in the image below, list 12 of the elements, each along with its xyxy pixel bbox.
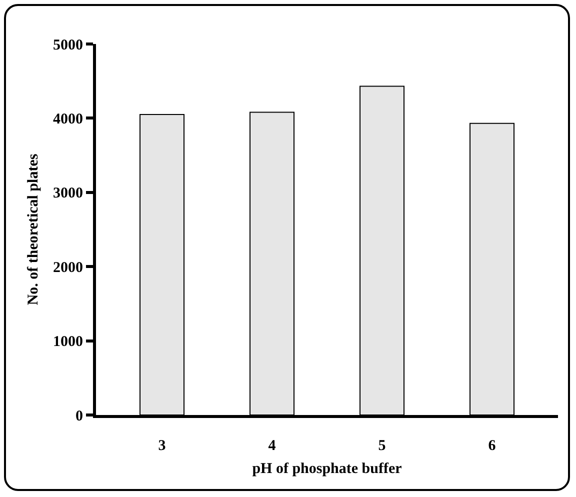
- y-tick-label: 0: [76, 408, 83, 424]
- x-tick-label: 3: [158, 438, 166, 454]
- x-tick-label: 6: [488, 438, 496, 454]
- y-tick-label: 5000: [53, 37, 83, 54]
- x-axis-title: pH of phosphate buffer: [252, 461, 402, 477]
- y-tick-label: 4000: [53, 111, 83, 128]
- y-tick-label: 3000: [53, 186, 83, 202]
- y-axis-title: No. of theoretical plates: [25, 154, 42, 306]
- y-tick-label: 2000: [53, 260, 83, 276]
- x-tick-label: 4: [268, 438, 276, 454]
- x-tick-label: 5: [378, 438, 386, 454]
- y-tick-label: 1000: [53, 334, 83, 350]
